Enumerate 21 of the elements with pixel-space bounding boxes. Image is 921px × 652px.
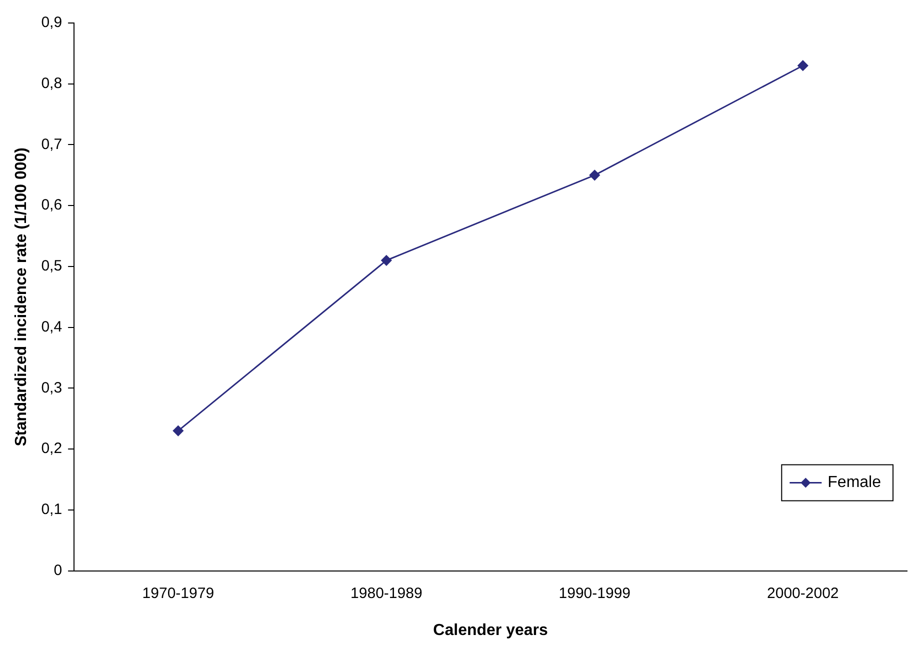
- y-tick-label: 0,8: [41, 75, 62, 92]
- y-tick-label: 0,1: [41, 501, 62, 518]
- y-tick-label: 0,4: [41, 318, 62, 336]
- point: [381, 255, 392, 266]
- x-axis-title: Calender years: [433, 622, 548, 639]
- x-tick-label: 2000-2002: [767, 584, 839, 602]
- y-tick-label: 0: [54, 562, 62, 579]
- x-tick-label: 1990-1999: [558, 584, 631, 602]
- x-tick-label: 1970-1979: [142, 584, 214, 602]
- x-tick-label: 1980-1989: [350, 584, 422, 602]
- y-tick-label: 0,7: [41, 136, 62, 153]
- point: [589, 170, 600, 180]
- y-tick-label: 0,2: [41, 440, 62, 458]
- y-tick-label: 0,3: [41, 379, 62, 396]
- y-axis-title: Standardized incidence rate (1/100 000): [13, 148, 30, 446]
- y-tick-label: 0,5: [41, 258, 62, 275]
- y-tick-label: 0,6: [41, 196, 62, 214]
- point: [172, 426, 184, 436]
- y-tick-label: 0,9: [41, 14, 62, 32]
- point: [798, 60, 808, 71]
- legend-label: Female: [828, 474, 882, 492]
